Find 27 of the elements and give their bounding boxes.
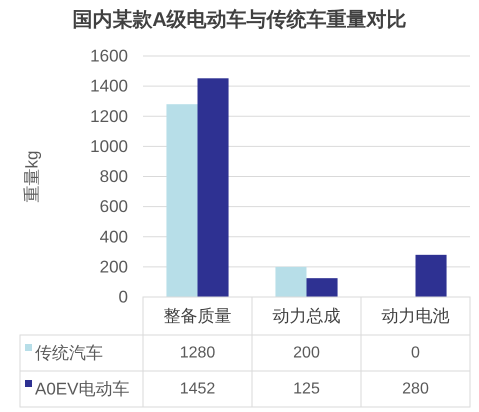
legend-label: A0EV电动车 [35,380,130,398]
bar [166,104,198,297]
y-tick-label: 400 [100,227,128,246]
data-label: 280 [402,380,429,398]
title: 国内某款A级电动车与传统车重量对比 [72,9,407,31]
y-tick-label: 0 [118,288,128,306]
x-tick-label: 动力电池 [382,306,450,326]
y-tick-label: 600 [100,197,128,216]
data-label: 125 [293,380,320,398]
y-tick-label: 1600 [90,46,128,66]
y-tick-label: 1200 [90,106,128,126]
y-tick-label: 1000 [90,136,128,156]
ylabel: 重量kg [22,150,42,202]
y-tick-label: 800 [100,167,128,186]
data-label: 200 [293,344,320,362]
x-tick-label: 动力总成 [272,306,340,326]
bar [306,278,338,297]
y-tick-label: 200 [100,257,128,276]
data-label: 0 [411,344,420,362]
bar [275,266,306,297]
bar [198,78,229,297]
bar [416,254,447,297]
legend-label: 传统汽车 [35,344,103,362]
data-label: 1452 [180,380,216,398]
y-tick-label: 1400 [90,76,128,96]
data-label: 1280 [180,344,216,362]
x-tick-label: 整备质量 [164,306,232,326]
